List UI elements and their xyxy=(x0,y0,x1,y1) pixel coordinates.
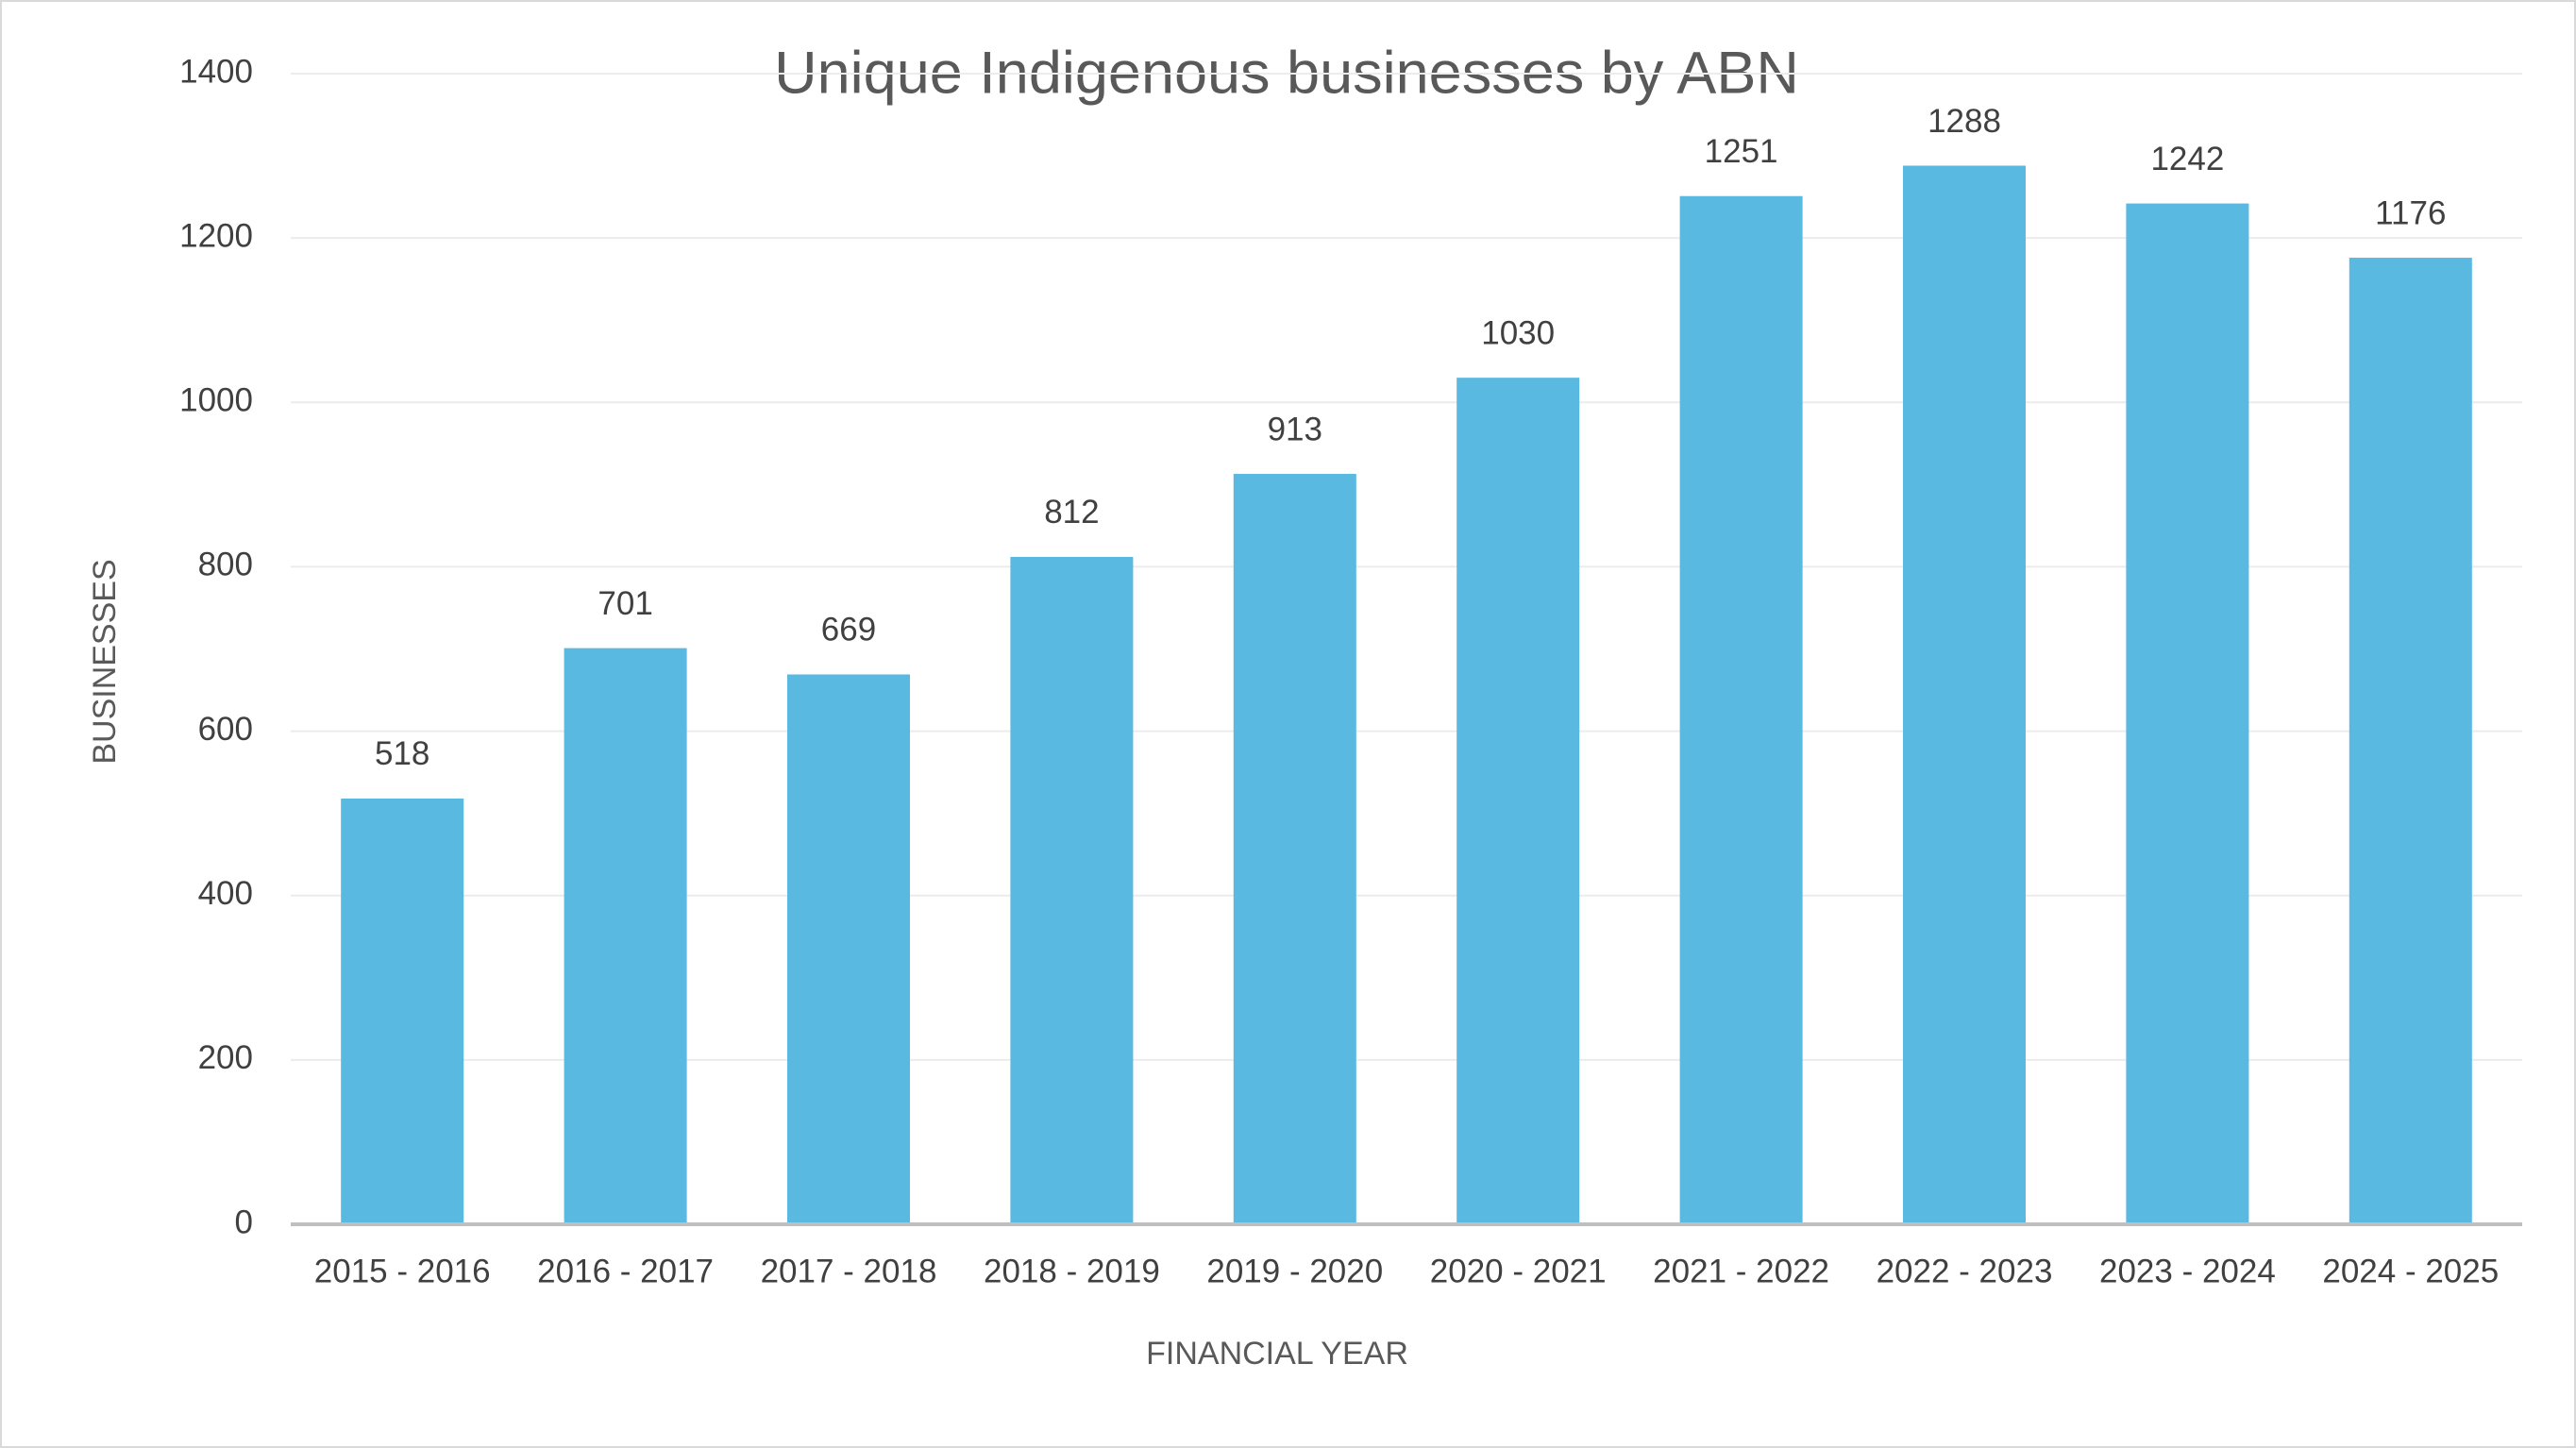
bar xyxy=(1679,195,1803,1224)
y-tick-label: 200 xyxy=(198,1039,253,1076)
data-label: 1288 xyxy=(1928,103,2001,140)
x-tick-label: 2020 - 2021 xyxy=(1430,1253,1607,1289)
bar xyxy=(1233,474,1356,1225)
y-tick-label: 400 xyxy=(198,875,253,912)
data-label: 812 xyxy=(1044,494,1099,530)
bar xyxy=(786,674,911,1224)
data-label: 1030 xyxy=(1481,314,1555,351)
bar xyxy=(341,798,464,1224)
data-label: 913 xyxy=(1268,411,1322,447)
x-axis-title: FINANCIAL YEAR xyxy=(1146,1336,1408,1372)
y-tick-label: 0 xyxy=(235,1204,253,1240)
y-tick-label: 800 xyxy=(198,547,253,583)
x-tick-label: 2018 - 2019 xyxy=(984,1253,1160,1289)
data-label: 1251 xyxy=(1705,133,1778,170)
data-label: 669 xyxy=(821,612,876,648)
x-tick-label: 2023 - 2024 xyxy=(2099,1253,2276,1289)
data-label: 518 xyxy=(375,735,429,772)
bar xyxy=(1010,556,1134,1224)
bar xyxy=(1902,165,2027,1224)
data-label: 1242 xyxy=(2150,141,2224,177)
data-label: 701 xyxy=(598,585,652,622)
y-tick-label: 1000 xyxy=(179,382,253,419)
x-tick-label: 2019 - 2020 xyxy=(1206,1253,1383,1289)
bar xyxy=(1456,378,1580,1224)
x-tick-label: 2022 - 2023 xyxy=(1877,1253,2053,1289)
bar xyxy=(2349,258,2472,1224)
x-tick-label: 2016 - 2017 xyxy=(537,1253,714,1289)
x-tick-label: 2021 - 2022 xyxy=(1653,1253,1829,1289)
bar xyxy=(2126,203,2249,1224)
x-tick-label: 2015 - 2016 xyxy=(314,1253,491,1289)
y-tick-label: 1400 xyxy=(179,53,253,90)
bar xyxy=(564,648,687,1224)
data-label: 1176 xyxy=(2375,194,2446,231)
x-tick-label: 2024 - 2025 xyxy=(2322,1253,2499,1289)
x-tick-label: 2017 - 2018 xyxy=(761,1253,937,1289)
y-axis-title: BUSINESSES xyxy=(87,559,123,764)
y-tick-label: 600 xyxy=(198,711,253,748)
y-tick-label: 1200 xyxy=(179,217,253,254)
